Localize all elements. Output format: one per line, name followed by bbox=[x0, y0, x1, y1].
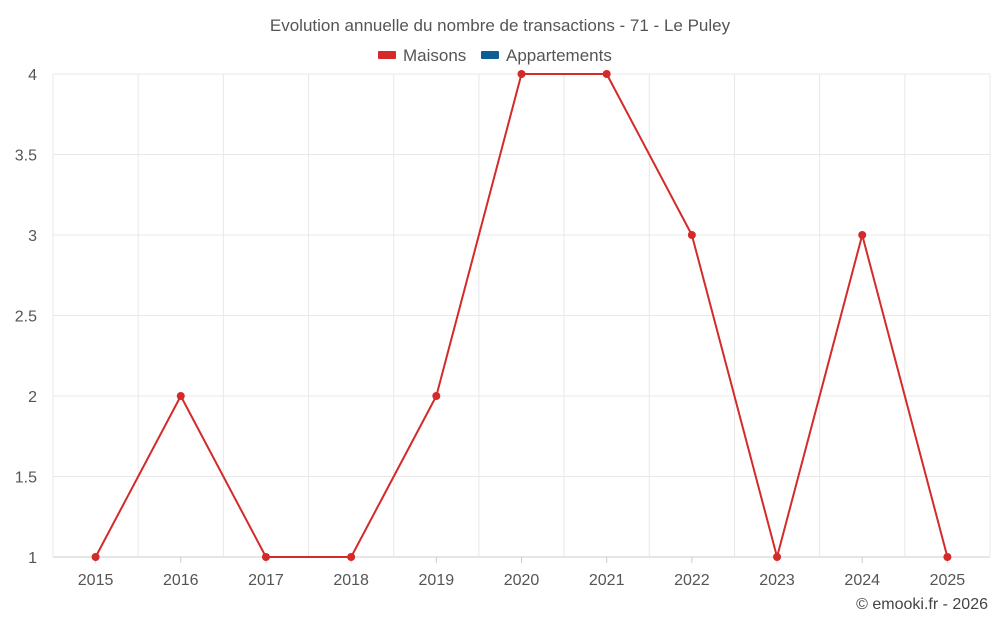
x-tick-label: 2015 bbox=[78, 572, 114, 589]
x-tick-label: 2019 bbox=[419, 572, 455, 589]
y-axis: 1 1.5 2 2.5 3 3.5 4 bbox=[15, 67, 37, 567]
data-point-maisons[interactable] bbox=[517, 70, 526, 78]
y-tick-label: 2.5 bbox=[15, 309, 37, 326]
y-tick-label: 2 bbox=[28, 389, 37, 406]
credit-text: © emooki.fr - 2026 bbox=[856, 596, 988, 613]
series-layer bbox=[91, 70, 952, 561]
legend-swatch-appartements[interactable] bbox=[481, 51, 499, 59]
y-tick-label: 3 bbox=[28, 228, 37, 245]
y-tick-label: 4 bbox=[28, 67, 37, 84]
x-tick-label: 2017 bbox=[248, 572, 284, 589]
chart-title: Evolution annuelle du nombre de transact… bbox=[270, 16, 731, 35]
x-tick-label: 2024 bbox=[844, 572, 880, 589]
y-tick-label: 1.5 bbox=[15, 470, 37, 487]
legend: Maisons Appartements bbox=[378, 46, 612, 65]
data-point-maisons[interactable] bbox=[602, 70, 611, 78]
x-tick-label: 2025 bbox=[930, 572, 966, 589]
x-tick-label: 2022 bbox=[674, 572, 710, 589]
data-point-maisons[interactable] bbox=[176, 392, 185, 400]
legend-label-maisons[interactable]: Maisons bbox=[403, 46, 466, 65]
x-tick-label: 2020 bbox=[504, 572, 540, 589]
x-tick-label: 2021 bbox=[589, 572, 625, 589]
data-point-maisons[interactable] bbox=[773, 553, 782, 561]
legend-swatch-maisons[interactable] bbox=[378, 51, 396, 59]
grid bbox=[52, 73, 991, 558]
data-point-maisons[interactable] bbox=[261, 553, 270, 561]
y-tick-label: 1 bbox=[28, 550, 37, 567]
x-tick-label: 2018 bbox=[333, 572, 369, 589]
x-axis: 2015 2016 2017 2018 2019 2020 2021 2022 2023 2024… bbox=[78, 557, 966, 589]
x-tick-label: 2023 bbox=[759, 572, 795, 589]
data-point-maisons[interactable] bbox=[347, 553, 356, 561]
data-point-maisons[interactable] bbox=[943, 553, 952, 561]
y-tick-label: 3.5 bbox=[15, 148, 37, 165]
data-point-maisons[interactable] bbox=[858, 231, 867, 239]
legend-label-appartements[interactable]: Appartements bbox=[506, 46, 612, 65]
x-tick-label: 2016 bbox=[163, 572, 199, 589]
data-point-maisons[interactable] bbox=[91, 553, 100, 561]
data-point-maisons[interactable] bbox=[432, 392, 441, 400]
data-point-maisons[interactable] bbox=[687, 231, 696, 239]
